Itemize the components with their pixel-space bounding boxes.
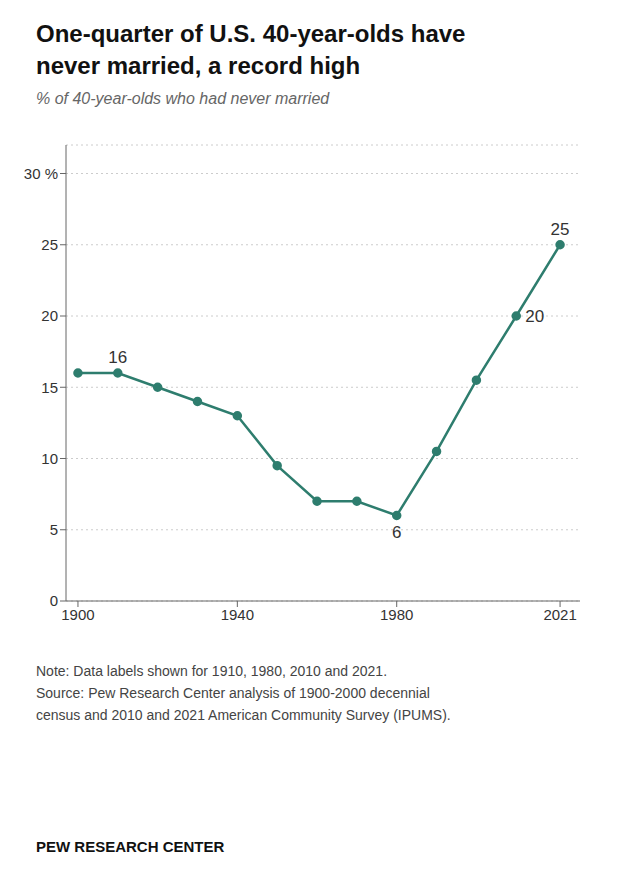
svg-text:25: 25 bbox=[41, 236, 58, 253]
svg-text:1980: 1980 bbox=[380, 606, 413, 623]
svg-text:25: 25 bbox=[551, 220, 570, 239]
svg-text:0: 0 bbox=[50, 592, 58, 609]
svg-text:20: 20 bbox=[525, 307, 544, 326]
html-text:Note: Data labels shown for 19: Note: Data labels shown for 1910, 1980, … bbox=[36, 663, 451, 723]
svg-text:30 %: 30 % bbox=[24, 165, 58, 182]
svg-text:5: 5 bbox=[50, 521, 58, 538]
svg-text:6: 6 bbox=[392, 523, 401, 542]
svg-text:1940: 1940 bbox=[221, 606, 254, 623]
html-text:never married, a record high: never married, a record high bbox=[36, 52, 361, 79]
svg-text:2021: 2021 bbox=[543, 606, 576, 623]
svg-text:16: 16 bbox=[108, 348, 127, 367]
svg-text:20: 20 bbox=[41, 307, 58, 324]
html-text:PEW RESEARCH CENTER: PEW RESEARCH CENTER bbox=[36, 838, 225, 855]
svg-text:15: 15 bbox=[41, 379, 58, 396]
html-text:One-quarter of U.S. 40-year-ol: One-quarter of U.S. 40-year-olds have bbox=[36, 20, 466, 47]
html-text:% of 40-year-olds who had neve: % of 40-year-olds who had never married bbox=[36, 90, 330, 107]
svg-text:1900: 1900 bbox=[61, 606, 94, 623]
svg-text:10: 10 bbox=[41, 450, 58, 467]
